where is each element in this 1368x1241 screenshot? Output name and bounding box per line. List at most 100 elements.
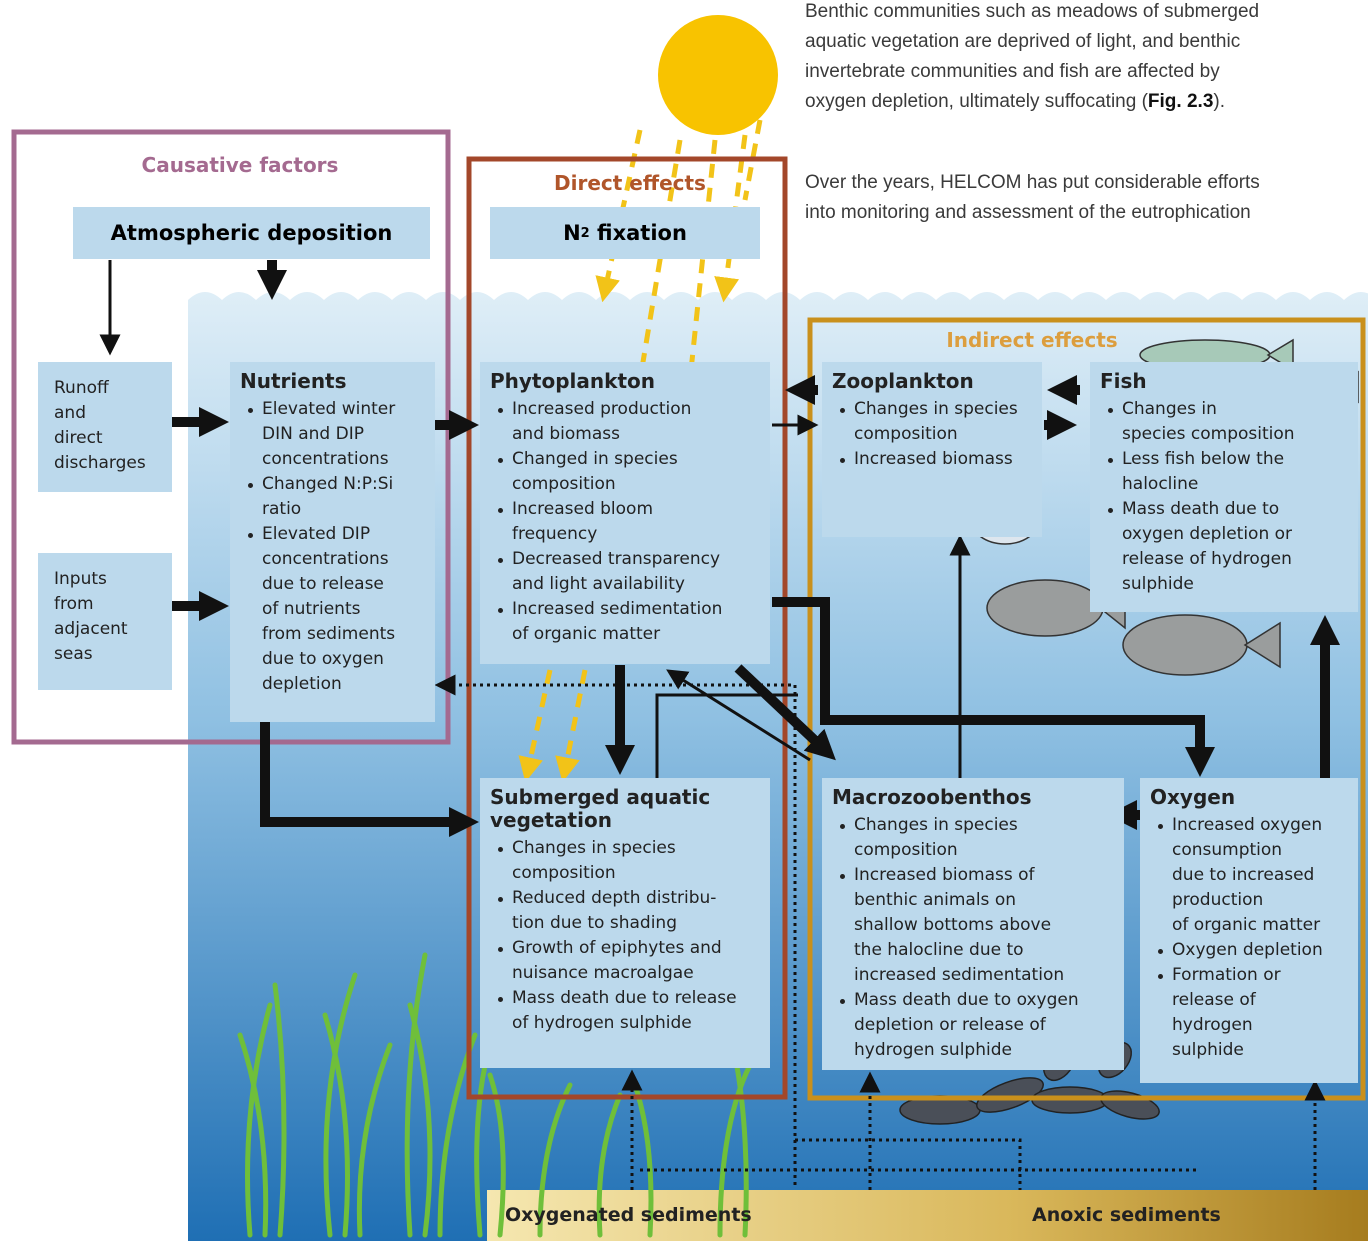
- text-line: and: [54, 403, 86, 423]
- bullet-line: frequency: [490, 522, 760, 547]
- text: hydrogen sulphide: [854, 1040, 1012, 1060]
- bullet-line: composition: [832, 422, 1032, 447]
- sediment-label: Oxygenated sediments: [505, 1204, 752, 1226]
- text: Growth of epiphytes and: [512, 938, 722, 958]
- text: sulphide: [1122, 574, 1194, 594]
- bullet-line: shallow bottoms above: [832, 913, 1114, 938]
- text: composition: [512, 474, 616, 494]
- bullet-line: hydrogen: [1150, 1013, 1348, 1038]
- bullet-line: Changes in: [1100, 397, 1348, 422]
- bullet-line: Increased production: [490, 397, 760, 422]
- bullet-line: and light availability: [490, 572, 760, 597]
- box-title: Zooplankton: [832, 370, 1032, 393]
- text-line: Inputs: [54, 569, 107, 589]
- bullet-line: Mass death due to: [1100, 497, 1348, 522]
- bullet-dot: [498, 897, 503, 902]
- title-line: Fish: [1100, 369, 1147, 393]
- bullet-line: increased sedimentation: [832, 963, 1114, 988]
- title-line: Macrozoobenthos: [832, 785, 1032, 809]
- text: release of: [1172, 990, 1256, 1010]
- bullet-line: and biomass: [490, 422, 760, 447]
- bullet-line: nuisance macroalgae: [490, 961, 760, 986]
- bullet-line: Mass death due to oxygen: [832, 988, 1114, 1013]
- text: composition: [512, 863, 616, 883]
- bullet-line: composition: [490, 472, 760, 497]
- bullet-dot: [248, 533, 253, 538]
- text: DIN and DIP: [262, 424, 364, 444]
- text: Mass death due to: [1122, 499, 1280, 519]
- title-line: Zooplankton: [832, 369, 974, 393]
- bullet-line: the halocline due to: [832, 938, 1114, 963]
- text: Formation or: [1172, 965, 1281, 985]
- text: Decreased transparency: [512, 549, 721, 569]
- text: Changes in species: [854, 815, 1018, 835]
- bullet-dot: [498, 508, 503, 513]
- text-line: from: [54, 594, 94, 614]
- text: sulphide: [1172, 1040, 1244, 1060]
- bullet-line: release of hydrogen: [1100, 547, 1348, 572]
- effect-box: Macrozoobenthos Changes in species composi…: [822, 778, 1124, 1070]
- bullet-dot: [498, 997, 503, 1002]
- effect-box: Submerged aquatic vegetation Changes in sp…: [480, 778, 770, 1068]
- text: Changes in species: [512, 838, 676, 858]
- bullet-dot: [1108, 508, 1113, 513]
- indirect-frame: [807, 317, 1366, 1101]
- bullet-line: Reduced depth distribu-: [490, 886, 760, 911]
- text: nuisance macroalgae: [512, 963, 694, 983]
- bullet-line: tion due to shading: [490, 911, 760, 936]
- subscript: 2: [580, 225, 590, 241]
- text: hydrogen: [1172, 1015, 1253, 1035]
- bullet-dot: [498, 558, 503, 563]
- text: Changes in: [1122, 399, 1217, 419]
- text: due to release: [262, 574, 384, 594]
- bullet-line: Growth of epiphytes and: [490, 936, 760, 961]
- source-box: Runoff and direct discharges: [38, 362, 172, 492]
- text: benthic animals on: [854, 890, 1016, 910]
- effect-box: Nutrients Elevated winter DIN and DIP conce…: [230, 362, 435, 722]
- text: Increased oxygen: [1172, 815, 1323, 835]
- bullet-line: composition: [490, 861, 760, 886]
- bullet-line: Increased bloom: [490, 497, 760, 522]
- text: depletion: [262, 674, 342, 694]
- bullet-dot: [248, 483, 253, 488]
- bullet-dot: [248, 408, 253, 413]
- bullet-line: halocline: [1100, 472, 1348, 497]
- text: shallow bottoms above: [854, 915, 1052, 935]
- bullet-line: depletion: [240, 672, 425, 697]
- box-title: Nutrients: [240, 370, 425, 393]
- sediment-bar: [487, 1190, 1368, 1241]
- title-line: Phytoplankton: [490, 369, 655, 393]
- text: production: [1172, 890, 1264, 910]
- bullet-line: Increased oxygen: [1150, 813, 1348, 838]
- text: Changes in species: [854, 399, 1018, 419]
- text: composition: [854, 424, 958, 444]
- text: from sediments: [262, 624, 396, 644]
- text-line: Benthic communities such as meadows of s…: [805, 1, 1260, 22]
- bullet-line: composition: [832, 838, 1114, 863]
- bullet-dot: [498, 458, 503, 463]
- text: species composition: [1122, 424, 1295, 444]
- title-line: vegetation: [490, 808, 612, 832]
- bullet-line: Formation or: [1150, 963, 1348, 988]
- bullet-dot: [498, 947, 503, 952]
- bullet-line: Increased biomass of: [832, 863, 1114, 888]
- title-line: Nutrients: [240, 369, 347, 393]
- text: composition: [854, 840, 958, 860]
- sediment-label: Anoxic sediments: [1032, 1204, 1221, 1226]
- group-title: Indirect effects: [946, 328, 1118, 352]
- bullet-line: production: [1150, 888, 1348, 913]
- text: Increased biomass of: [854, 865, 1035, 885]
- text: Elevated winter: [262, 399, 396, 419]
- paragraph: Over the years, HELCOM has put considera…: [805, 168, 1260, 228]
- bullet-line: species composition: [1100, 422, 1348, 447]
- bullet-line: Elevated winter: [240, 397, 425, 422]
- bullet-line: of nutrients: [240, 597, 425, 622]
- effect-box: Fish Changes in species composition Less fi…: [1090, 362, 1358, 612]
- bullet-line: Oxygen depletion: [1150, 938, 1348, 963]
- title-line: Submerged aquatic: [490, 785, 711, 809]
- text: ratio: [262, 499, 302, 519]
- bullet-line: Changed in species: [490, 447, 760, 472]
- bullet-line: hydrogen sulphide: [832, 1038, 1114, 1063]
- bullet-dot: [1108, 408, 1113, 413]
